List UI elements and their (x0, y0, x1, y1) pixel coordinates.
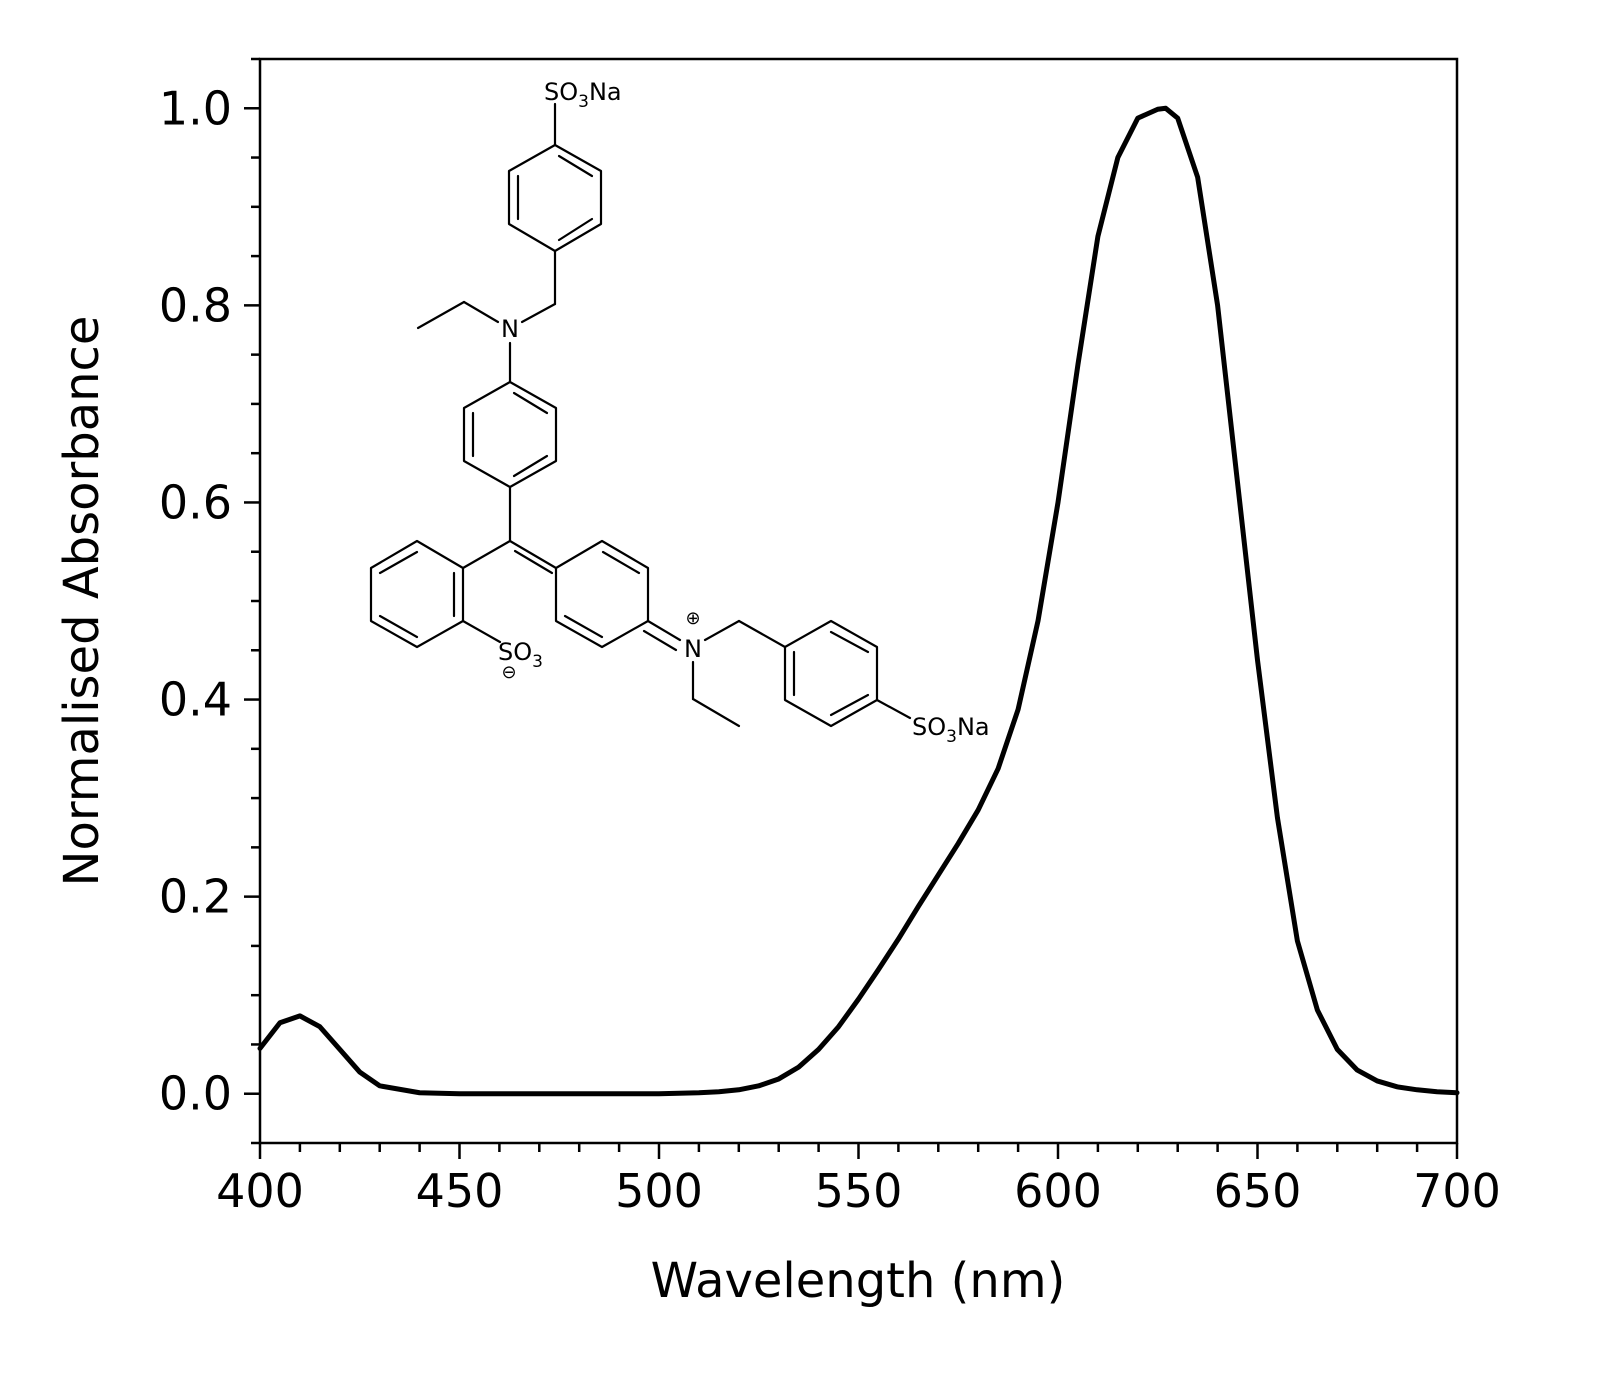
y-tick-label: 0.4 (159, 673, 232, 727)
y-tick-label: 1.0 (159, 81, 232, 135)
x-tick-label: 400 (216, 1164, 304, 1218)
label-n-cation: N (684, 635, 702, 663)
plot-frame (258, 57, 1459, 1145)
x-tick-label: 550 (815, 1164, 903, 1218)
x-axis-title: Wavelength (nm) (651, 1253, 1066, 1309)
x-tick-label: 500 (615, 1164, 703, 1218)
label-so3na-right: SO3Na (912, 713, 990, 747)
label-so3na-top: SO3Na (544, 78, 622, 112)
x-tick-label: 650 (1214, 1164, 1302, 1218)
axis-ticks (244, 57, 1459, 1159)
label-so3-anion: SO3 (498, 638, 543, 672)
x-tick-label: 450 (416, 1164, 504, 1218)
charge-minus-icon: ⊖ (501, 662, 516, 683)
label-n-amine: N (501, 315, 519, 343)
x-tick-label: 600 (1014, 1164, 1102, 1218)
chemical-structure (369, 102, 912, 728)
x-tick-label: 700 (1413, 1164, 1501, 1218)
y-tick-label: 0.6 (159, 475, 232, 529)
charge-plus-icon: ⊕ (685, 608, 700, 629)
y-tick-label: 0.0 (159, 1067, 232, 1121)
chemical-structure-labels: SO3Na N SO3 ⊖ N ⊕ SO3Na (498, 78, 990, 747)
y-axis-title: Normalised Absorbance (54, 316, 110, 887)
axis-tick-labels: 400 450 500 550 600 650 700 0.0 0.2 0.4 0.6 0.8 1.0 (159, 81, 1501, 1218)
absorbance-series-line (257, 105, 1460, 1097)
y-tick-label: 0.2 (159, 870, 232, 924)
y-tick-label: 0.8 (159, 278, 232, 332)
